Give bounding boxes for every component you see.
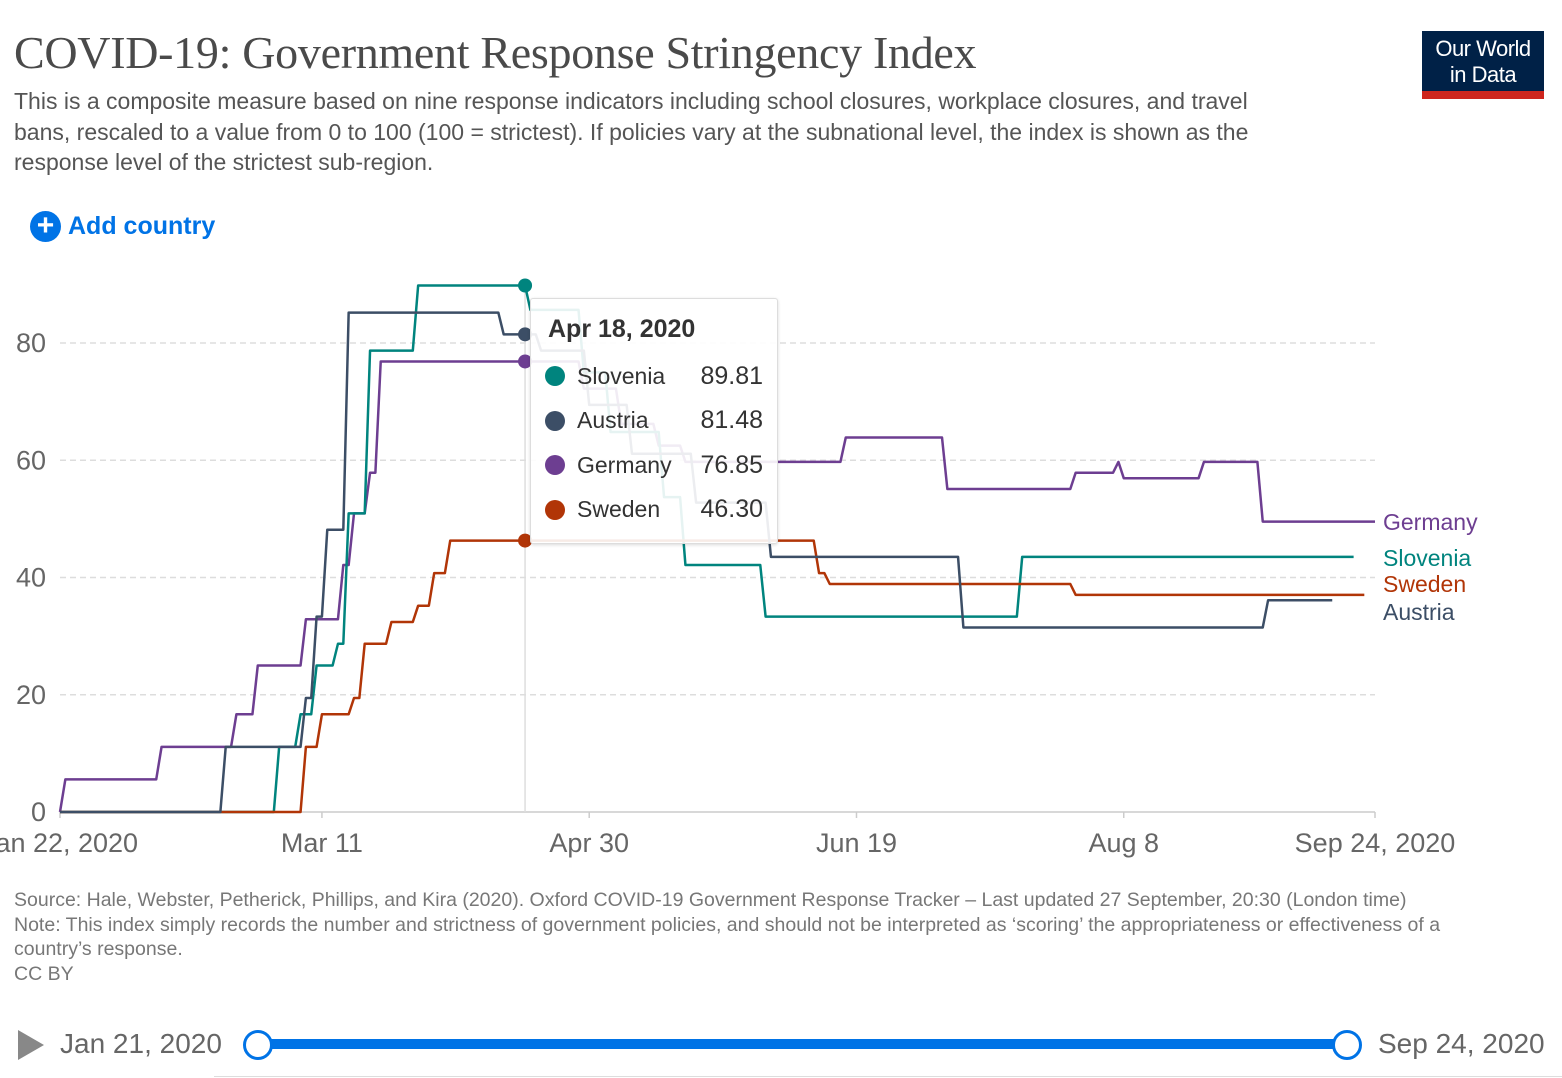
tooltip-country: Germany (577, 451, 672, 478)
x-tick-label: Apr 30 (549, 828, 629, 858)
add-country-label: Add country (68, 212, 216, 240)
hover-point-sweden (518, 533, 533, 548)
line-chart[interactable]: 0 20 40 60 80 Jan 22, 2020 Mar 11 Apr 30 Jun 19 A… (0, 250, 1562, 870)
y-tick-label: 40 (16, 563, 46, 593)
play-icon[interactable] (18, 1030, 44, 1060)
timeline-end-label: Sep 24, 2020 (1378, 1028, 1545, 1059)
series-label-sweden: Sweden (1383, 571, 1466, 597)
tooltip-country: Slovenia (577, 362, 666, 389)
logo-line-2: in Data (1449, 62, 1517, 87)
series-color-dot-icon (545, 366, 565, 387)
series-color-dot-icon (545, 410, 565, 431)
tooltip-value: 89.81 (700, 361, 763, 390)
timeline-start-label: Jan 21, 2020 (60, 1028, 222, 1059)
tooltip-value: 76.85 (700, 450, 763, 479)
x-tick-label: Sep 24, 2020 (1295, 828, 1456, 858)
chart-footer: Source: Hale, Webster, Petherick, Philli… (14, 888, 1464, 986)
timeline: Jan 21, 2020 Sep 24, 2020 (0, 1022, 1562, 1077)
tooltip-date: Apr 18, 2020 (548, 315, 696, 343)
chart-subtitle: This is a composite measure based on nin… (14, 88, 1249, 175)
x-tick-label: Aug 8 (1088, 828, 1159, 858)
tooltip-row: Sweden 46.30 (545, 488, 763, 533)
series-label-slovenia: Slovenia (1383, 545, 1471, 571)
hover-point-slovenia (518, 278, 533, 293)
disclaimer-note: Note: This index simply records the numb… (14, 913, 1441, 961)
timeline-start-handle[interactable] (243, 1030, 273, 1060)
timeline-end-handle[interactable] (1332, 1030, 1362, 1060)
plus-circle-icon: + (30, 211, 61, 242)
series-label-austria: Austria (1383, 599, 1455, 625)
tooltip-value: 46.30 (700, 495, 763, 524)
y-tick-label: 20 (16, 680, 46, 710)
x-tick-label: Mar 11 (281, 828, 363, 858)
tooltip-row: Slovenia 89.81 (545, 354, 763, 399)
source-note: Source: Hale, Webster, Petherick, Philli… (14, 889, 1407, 911)
y-tick-label: 80 (16, 328, 46, 358)
y-tick-label: 0 (31, 797, 46, 827)
add-country-button[interactable]: + Add country (30, 211, 215, 242)
tooltip-row: Austria 81.48 (545, 399, 763, 444)
logo-line-1: Our World (1435, 36, 1531, 61)
logo-bar (1422, 91, 1544, 99)
series-label-germany: Germany (1383, 509, 1478, 535)
series-color-dot-icon (545, 455, 565, 476)
series-line-sweden (60, 539, 1365, 814)
hover-point-germany (518, 354, 533, 369)
x-tick-label: Jun 19 (816, 828, 897, 858)
timeline-track[interactable] (257, 1039, 1347, 1049)
tooltip-value: 81.48 (700, 406, 763, 435)
tooltip-country: Sweden (577, 496, 661, 523)
tooltip-country: Austria (577, 407, 649, 434)
y-tick-label: 60 (16, 445, 46, 475)
hover-point-austria (518, 327, 533, 342)
series-color-dot-icon (545, 499, 565, 520)
owid-logo[interactable]: Our World in Data (1422, 31, 1544, 99)
chart-title: COVID-19: Government Response Stringency… (14, 27, 977, 78)
x-tick-label: Jan 22, 2020 (0, 828, 138, 858)
timeline-divider (214, 1076, 1562, 1077)
license[interactable]: CC BY (14, 962, 74, 985)
tooltip: Apr 18, 2020 Slovenia 89.81 Austria 81.4… (530, 298, 778, 544)
tooltip-row: Germany 76.85 (545, 443, 763, 488)
